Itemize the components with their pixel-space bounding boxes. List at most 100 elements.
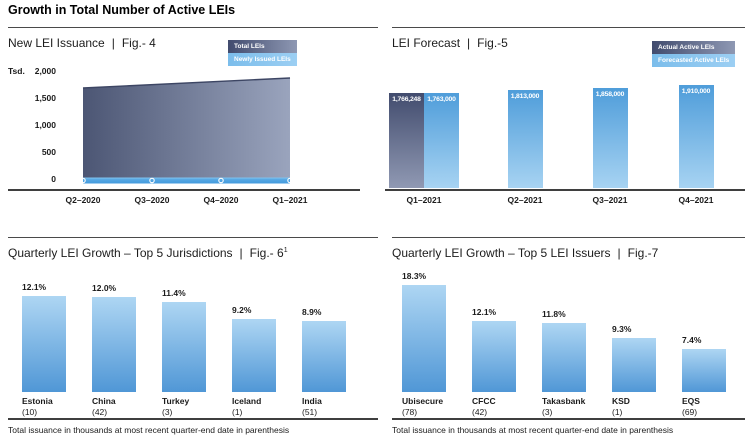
fig4-x-label: Q4–2020 — [203, 195, 239, 205]
fig4-marker-q4-2020 — [218, 177, 224, 184]
fig5-bar-forecast: 1,763,000 — [424, 93, 459, 188]
fig5-x-label: Q4–2021 — [678, 195, 714, 205]
fig7-bar-takasbank — [542, 323, 586, 392]
fig7-pct-label: 18.3% — [402, 271, 427, 281]
fig7-category-sublabel: (1) — [612, 407, 623, 417]
fig4-y-tick: 500 — [41, 147, 56, 157]
fig6-title: Quarterly LEI Growth – Top 5 Jurisdictio… — [8, 246, 233, 260]
fig4-y-tick: 1,500 — [34, 93, 56, 103]
fig7-pct-label: 11.8% — [542, 309, 566, 319]
fig5-fig-label: Fig.-5 — [477, 36, 508, 50]
fig6-bar-india — [302, 321, 346, 392]
fig5-x-label: Q3–2021 — [592, 195, 628, 205]
fig6-category-label: China — [92, 396, 116, 406]
fig5-header-divider: | — [467, 36, 471, 50]
fig7-title: Quarterly LEI Growth – Top 5 LEI Issuers — [392, 246, 611, 260]
fig4-newly-issued-markers — [80, 177, 293, 184]
fig5-x-axis-line — [385, 189, 745, 191]
fig4-x-label: Q2–2020 — [65, 195, 101, 205]
fig5-title: LEI Forecast — [392, 36, 461, 50]
fig4-x-axis-line — [8, 189, 360, 191]
fig7-category-label: KSD — [612, 396, 630, 406]
fig7-bar-cfcc — [472, 321, 516, 392]
fig4-legend: Total LEIs Newly Issued LEIs — [228, 40, 297, 66]
page-title: Growth in Total Number of Active LEIs — [8, 3, 236, 17]
fig7-footer-line — [392, 418, 745, 420]
fig4-y-tick: 0 — [51, 174, 56, 184]
title-separator-left — [8, 27, 378, 28]
fig5-legend-item-actual: Actual Active LEIs — [652, 41, 736, 54]
fig7-pct-label: 12.1% — [472, 307, 497, 317]
fig4-y-axis-unit: Tsd. — [8, 66, 25, 76]
fig7-fig-label: Fig.-7 — [627, 246, 659, 260]
fig4-legend-item-total-leis: Total LEIs — [228, 40, 297, 53]
mid-separator-left — [8, 237, 378, 238]
fig5-bar-value-label: 1,858,000 — [595, 91, 625, 98]
fig4-marker-q1-2021 — [287, 177, 293, 184]
fig4-marker-q2-2020 — [80, 177, 86, 184]
fig5-x-label: Q2–2021 — [507, 195, 543, 205]
fig7-bar-ksd — [612, 338, 656, 392]
fig6-category-sublabel: (1) — [232, 407, 243, 417]
fig7-category-label: EQS — [682, 396, 700, 406]
fig5-bar-value-label: 1,763,000 — [427, 96, 456, 103]
fig7-bar-ubisecure — [402, 285, 446, 392]
fig6-category-label: Estonia — [22, 396, 53, 406]
fig6-footnote-marker: 1 — [283, 247, 288, 254]
fig4-x-label: Q3–2020 — [134, 195, 170, 205]
fig6-bar-estonia — [22, 296, 66, 392]
fig4-x-label: Q1–2021 — [272, 195, 308, 205]
fig7-category-sublabel: (78) — [402, 407, 418, 417]
fig6-fig-label: Fig.- 6 — [249, 246, 284, 260]
fig5-bar-forecast: 1,858,000 — [592, 88, 628, 188]
fig6-bar-turkey — [162, 302, 206, 392]
fig4-total-leis-topline — [82, 77, 291, 89]
fig7-category-label: Ubisecure — [402, 396, 444, 406]
fig7-category-label: CFCC — [472, 396, 496, 406]
fig4-marker-q3-2020 — [149, 177, 155, 184]
fig4-y-tick: 1,000 — [34, 120, 56, 130]
fig4-total-leis-area — [83, 78, 290, 178]
fig5-bar-value-label: 1,813,000 — [510, 93, 540, 100]
fig6-header-divider: | — [239, 246, 243, 260]
fig6-category-label: Iceland — [232, 396, 262, 406]
mid-separator-right — [392, 237, 745, 238]
fig6-header: Quarterly LEI Growth – Top 5 Jurisdictio… — [8, 246, 288, 260]
fig7-category-sublabel: (69) — [682, 407, 698, 417]
fig4-header: New LEI Issuance | Fig.- 4 — [8, 36, 156, 50]
fig6-category-sublabel: (42) — [92, 407, 108, 417]
fig7-header: Quarterly LEI Growth – Top 5 LEI Issuers… — [392, 246, 658, 260]
fig4-header-divider: | — [111, 36, 115, 50]
fig7-category-sublabel: (42) — [472, 407, 488, 417]
fig6-category-label: India — [302, 396, 322, 406]
fig7-pct-label: 9.3% — [612, 324, 632, 334]
fig6-pct-label: 12.0% — [92, 283, 117, 293]
fig5-bar-forecast: 1,910,000 — [678, 85, 714, 188]
fig5-bar-value-label: 1,766,248 — [392, 96, 421, 103]
fig6-footer-line — [8, 418, 378, 420]
fig5-legend-item-forecasted: Forecasted Active LEIs — [652, 54, 736, 67]
fig4-legend-item-newly-issued: Newly Issued LEIs — [228, 53, 297, 66]
title-separator-right — [392, 27, 745, 28]
fig4-area-chart — [80, 77, 293, 184]
fig7-category-sublabel: (3) — [542, 407, 553, 417]
fig4-title: New LEI Issuance — [8, 36, 105, 50]
fig6-bar-china — [92, 297, 136, 392]
fig6-pct-label: 11.4% — [162, 288, 186, 298]
fig6-category-sublabel: (3) — [162, 407, 173, 417]
fig7-category-label: Takasbank — [542, 396, 586, 406]
fig7-header-divider: | — [617, 246, 621, 260]
fig5-header: LEI Forecast | Fig.-5 — [392, 36, 508, 50]
fig4-fig-label: Fig.- 4 — [121, 36, 156, 50]
fig5-x-label: Q1–2021 — [406, 195, 442, 205]
fig4-y-tick: 2,000 — [34, 66, 56, 76]
fig5-bar-value-label: 1,910,000 — [681, 88, 711, 95]
fig6-category-sublabel: (10) — [22, 407, 38, 417]
fig6-bar-iceland — [232, 319, 276, 392]
fig5-legend: Actual Active LEIs Forecasted Active LEI… — [652, 41, 736, 67]
fig6-pct-label: 8.9% — [302, 307, 322, 317]
fig5-bar-forecast: 1,813,000 — [507, 90, 543, 188]
fig7-footnote: Total issuance in thousands at most rece… — [392, 425, 674, 435]
fig6-pct-label: 12.1% — [22, 282, 47, 292]
